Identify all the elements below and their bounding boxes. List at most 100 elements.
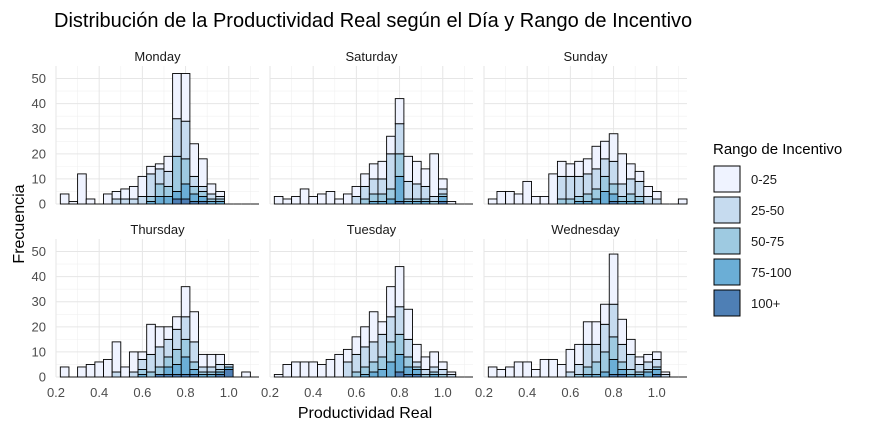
histogram-bar-thursday-0.64-25-50 [146, 353, 156, 373]
histogram-bar-monday-0.56-25-50 [128, 198, 139, 205]
histogram-bar-saturday-0.88-0-25 [412, 160, 422, 185]
legend-label: 0-25 [751, 172, 777, 187]
histogram-bar-monday-0.68-25-50 [154, 168, 165, 185]
histogram-bar-monday-0.72-75-100 [163, 196, 174, 205]
histogram-bar-monday-0.76-25-50 [172, 118, 182, 157]
histogram-bar-saturday-0.64-0-25 [360, 173, 370, 187]
histogram-bar-thursday-0.84-25-50 [189, 341, 199, 363]
histogram-bar-tuesday-0.76-25-50 [386, 316, 396, 343]
histogram-bar-sunday-0.60-25-50 [565, 175, 576, 200]
histogram-bar-wednesday-0.24-0-25 [487, 366, 498, 378]
histogram-bar-tuesday-0.72-25-50 [377, 333, 388, 358]
histogram-bar-tuesday-0.60-0-25 [351, 336, 362, 355]
histogram-bar-sunday-0.72-75-100 [591, 198, 602, 205]
histogram-bar-monday-0.76-0-25 [172, 73, 182, 120]
histogram-bar-thursday-1.00-25-50 [223, 364, 234, 368]
histogram-bar-tuesday-0.56-0-25 [342, 348, 353, 363]
histogram-bar-saturday-0.68-50-75 [368, 193, 379, 202]
histogram-bar-sunday-0.56-25-50 [556, 175, 567, 200]
histogram-bar-tuesday-0.56-25-50 [342, 361, 353, 378]
histogram-bar-thursday-0.48-25-50 [111, 371, 122, 378]
histogram-bar-saturday-0.80-75-100 [394, 175, 405, 202]
histogram-bar-tuesday-0.68-75-100 [368, 371, 379, 378]
histogram-bar-monday-0.96-0-25 [215, 191, 225, 197]
histogram-bar-wednesday-0.88-25-50 [626, 353, 636, 370]
histogram-bar-thursday-0.80-50-75 [180, 338, 191, 358]
histogram-bar-sunday-0.92-25-50 [634, 180, 645, 197]
histogram-bar-monday-0.64-25-50 [146, 173, 156, 197]
histogram-bar-saturday-0.64-50-75 [360, 198, 370, 205]
histogram-bar-tuesday-1.00-0-25 [437, 361, 448, 370]
legend: Rango de Incentivo 0-25 25-50 50-75 75-100 1… [713, 141, 842, 317]
histogram-bar-thursday-0.60-0-25 [137, 351, 148, 360]
histogram-bar-tuesday-0.80-0-25 [394, 266, 405, 308]
histogram-bar-saturday-0.56-0-25 [342, 193, 353, 205]
histogram-bar-saturday-0.84-25-50 [403, 180, 413, 200]
histogram-bar-monday-0.72-25-50 [163, 170, 174, 187]
histogram-bar-sunday-0.76-0-25 [600, 140, 610, 160]
histogram-bar-thursday-1.00-100+ [223, 369, 234, 378]
histogram-bar-wednesday-0.84-50-75 [617, 361, 627, 370]
histogram-bar-sunday-0.64-25-50 [574, 175, 584, 197]
legend-item-100+: 100+ [713, 289, 780, 317]
histogram-bar-monday-0.84-50-75 [189, 185, 199, 195]
histogram-bar-sunday-0.24-0-25 [487, 198, 498, 205]
histogram-bar-tuesday-0.84-50-75 [403, 356, 413, 368]
histogram-bar-wednesday-0.88-50-75 [626, 369, 636, 375]
histogram-bar-sunday-0.52-0-25 [548, 173, 558, 205]
histogram-bar-tuesday-0.84-25-50 [403, 338, 413, 358]
histogram-bar-thursday-0.96-0-25 [215, 353, 225, 365]
histogram-bar-sunday-0.88-25-50 [626, 178, 636, 195]
histogram-bar-tuesday-0.60-25-50 [351, 353, 362, 373]
histogram-bar-saturday-0.64-25-50 [360, 185, 370, 200]
legend-label: 100+ [751, 296, 780, 311]
histogram-bar-thursday-0.80-25-50 [180, 316, 191, 340]
histogram-bar-thursday-0.32-0-25 [77, 366, 87, 378]
legend-swatch [713, 165, 741, 193]
panel-sunday: Sunday [483, 49, 688, 205]
facet-label-monday: Monday [134, 49, 181, 64]
histogram-bar-thursday-0.60-25-50 [137, 358, 148, 370]
histogram-bar-thursday-0.80-0-25 [180, 286, 191, 318]
legend-item-75-100: 75-100 [713, 258, 791, 286]
histogram-bar-tuesday-0.28-0-25 [282, 364, 293, 378]
histogram-bar-wednesday-0.84-25-50 [617, 343, 627, 363]
histogram-bar-monday-0.76-50-75 [172, 155, 182, 192]
histogram-bar-sunday-0.68-25-50 [582, 173, 593, 195]
histogram-bar-monday-0.72-50-75 [163, 185, 174, 197]
histogram-bar-thursday-0.44-0-25 [103, 358, 113, 378]
histogram-bar-monday-0.92-0-25 [206, 183, 217, 195]
histogram-bar-wednesday-0.80-25-50 [608, 303, 619, 338]
y-axis-title: Frecuencia [11, 184, 28, 263]
histogram-bar-sunday-0.80-0-25 [608, 133, 619, 162]
x-tick-label: 0.2 [47, 385, 65, 400]
histogram-bar-monday-0.28-0-25 [68, 201, 79, 205]
histogram-bar-wednesday-0.76-50-75 [600, 351, 610, 373]
histogram-bar-sunday-0.56-50-75 [556, 198, 567, 205]
histogram-bar-wednesday-0.80-75-100 [608, 358, 619, 375]
histogram-bar-sunday-0.84-50-75 [617, 196, 627, 202]
histogram-bar-sunday-0.44-0-25 [531, 196, 541, 205]
histogram-bar-tuesday-0.68-25-50 [368, 341, 379, 363]
histogram-bar-wednesday-0.72-25-50 [591, 343, 602, 363]
histogram-bar-sunday-0.68-50-75 [582, 193, 593, 202]
x-tick-label: 0.4 [518, 385, 536, 400]
histogram-bar-wednesday-0.88-0-25 [626, 338, 636, 355]
histogram-bar-saturday-0.48-0-25 [325, 191, 336, 205]
histogram-bar-thursday-0.56-0-25 [128, 351, 139, 373]
histogram-bar-saturday-0.72-25-50 [377, 178, 388, 195]
histogram-bar-wednesday-0.48-0-25 [539, 358, 550, 378]
histogram-bar-monday-0.68-0-25 [154, 163, 165, 170]
facet-label-sunday: Sunday [563, 49, 608, 64]
histogram-bar-monday-0.24-0-25 [59, 193, 70, 205]
histogram-bar-saturday-0.68-25-50 [368, 178, 379, 195]
histogram-bar-tuesday-0.76-0-25 [386, 286, 396, 318]
histogram-bar-tuesday-0.76-50-75 [386, 341, 396, 363]
histogram-bar-sunday-0.68-0-25 [582, 158, 593, 175]
histogram-bar-thursday-0.84-0-25 [189, 311, 199, 343]
histogram-bar-sunday-0.36-0-25 [513, 193, 524, 205]
histogram-bar-thursday-0.56-25-50 [128, 371, 139, 378]
histogram-bar-wednesday-0.80-50-75 [608, 336, 619, 360]
histogram-bar-saturday-0.72-0-25 [377, 160, 388, 180]
histogram-bar-wednesday-1.00-75-100 [651, 369, 662, 375]
